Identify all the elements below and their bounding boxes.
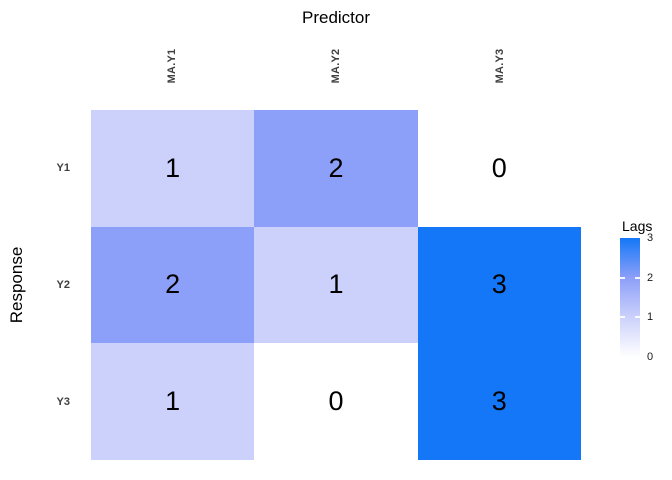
legend-colorbar <box>620 238 640 357</box>
heatmap-panel: 1 2 0 2 1 3 1 0 3 <box>91 110 581 460</box>
legend-tick-mark <box>620 276 625 279</box>
heatmap-cell-y2-may3: 3 <box>417 226 581 344</box>
col-label-ma-y1: MA.Y1 <box>166 48 178 84</box>
col-label-ma-y3: MA.Y3 <box>494 48 506 84</box>
row-label-y1: Y1 <box>56 162 70 174</box>
legend-tick-mark <box>635 316 640 319</box>
legend-tick-label: 0 <box>647 351 654 363</box>
legend-tick-label: 1 <box>647 311 654 324</box>
heatmap-cell-y1-may3: 0 <box>417 110 581 227</box>
heatmap-cell-y3-may2: 0 <box>254 343 418 460</box>
legend-tick-mark <box>635 276 640 279</box>
legend-tick-mark <box>620 316 625 319</box>
legend-tick-label: 2 <box>647 271 654 284</box>
heatmap-cell-y3-may1: 1 <box>91 343 255 460</box>
row-label-y3: Y3 <box>56 396 70 408</box>
legend-title: Lags <box>622 218 653 234</box>
heatmap-cell-y1-may2: 2 <box>254 110 418 227</box>
legend-tick-label: 3 <box>647 232 654 244</box>
row-label-y2: Y2 <box>56 279 70 291</box>
heatmap-cell-y1-may1: 1 <box>91 110 255 227</box>
heatmap-cell-y2-may2: 1 <box>254 226 418 344</box>
col-label-ma-y2: MA.Y2 <box>330 48 342 84</box>
legend: Lags 3 2 1 0 <box>620 218 672 370</box>
heatmap-cell-y2-may1: 2 <box>91 226 255 344</box>
x-axis-title: Predictor <box>301 8 371 27</box>
heatmap-cell-y3-may3: 3 <box>417 343 581 460</box>
